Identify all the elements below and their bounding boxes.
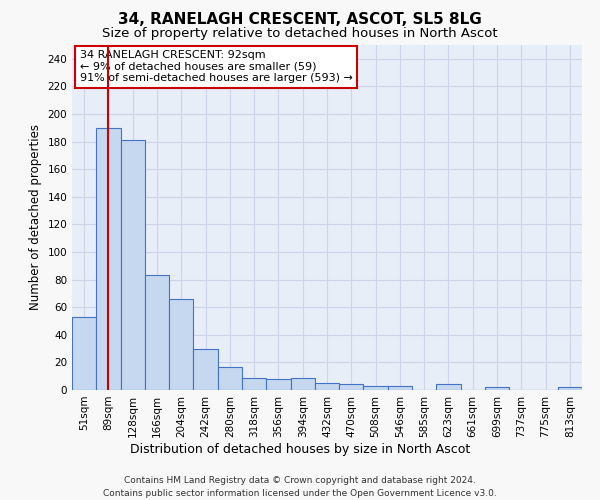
Text: Contains HM Land Registry data © Crown copyright and database right 2024.
Contai: Contains HM Land Registry data © Crown c…	[103, 476, 497, 498]
Bar	[558, 387, 582, 390]
Bar	[145, 276, 169, 390]
Text: 34 RANELAGH CRESCENT: 92sqm
← 9% of detached houses are smaller (59)
91% of semi: 34 RANELAGH CRESCENT: 92sqm ← 9% of deta…	[80, 50, 353, 84]
Bar	[388, 386, 412, 390]
Text: Size of property relative to detached houses in North Ascot: Size of property relative to detached ho…	[102, 28, 498, 40]
Bar	[218, 366, 242, 390]
Bar	[364, 386, 388, 390]
Bar	[193, 348, 218, 390]
Bar	[485, 387, 509, 390]
Bar	[290, 378, 315, 390]
Y-axis label: Number of detached properties: Number of detached properties	[29, 124, 42, 310]
Bar	[339, 384, 364, 390]
Bar	[121, 140, 145, 390]
Bar	[72, 317, 96, 390]
Bar	[436, 384, 461, 390]
Text: Distribution of detached houses by size in North Ascot: Distribution of detached houses by size …	[130, 442, 470, 456]
Bar	[169, 299, 193, 390]
Text: 34, RANELAGH CRESCENT, ASCOT, SL5 8LG: 34, RANELAGH CRESCENT, ASCOT, SL5 8LG	[118, 12, 482, 28]
Bar	[266, 379, 290, 390]
Bar	[315, 383, 339, 390]
Bar	[242, 378, 266, 390]
Bar	[96, 128, 121, 390]
